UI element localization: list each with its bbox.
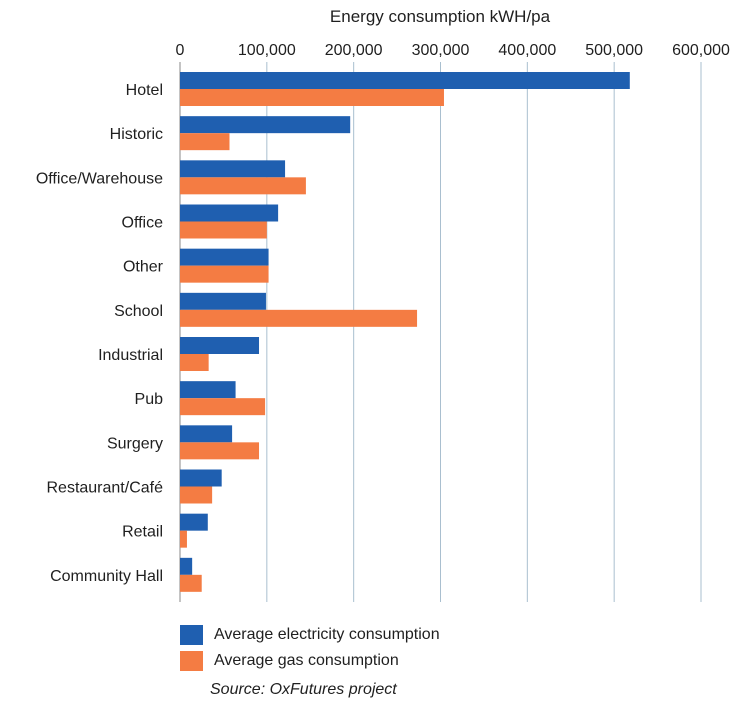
category-labels: Hotel Historic Office/Warehouse Office Other… <box>36 82 164 585</box>
bar-gas <box>180 133 230 151</box>
category-label: Restaurant/Café <box>46 480 163 497</box>
legend-label-gas: Average gas consumption <box>214 652 399 669</box>
category-label: Industrial <box>98 347 163 364</box>
legend-item-electricity: Average electricity consumption <box>180 622 440 648</box>
bar-electricity <box>180 469 222 487</box>
category-label: Hotel <box>126 82 163 99</box>
category-label: Other <box>123 259 164 276</box>
bar-gas <box>180 530 187 548</box>
bar-electricity <box>180 513 208 531</box>
bar-electricity <box>180 72 630 89</box>
bar-gas <box>180 221 267 239</box>
x-tick-label: 100,000 <box>238 42 296 59</box>
category-label: Retail <box>122 524 163 541</box>
bar-electricity <box>180 204 279 222</box>
legend-item-gas: Average gas consumption <box>180 648 440 674</box>
x-tick-label: 0 <box>176 42 185 59</box>
source-note: Source: OxFutures project <box>210 681 397 698</box>
category-label: Surgery <box>107 435 163 452</box>
legend-swatch-electricity <box>180 625 203 645</box>
bar-chart: Energy consumption kWH/pa 0 100,000 200,00… <box>36 7 730 602</box>
bar-electricity <box>180 557 193 575</box>
category-label: Office/Warehouse <box>36 170 163 187</box>
bar-electricity <box>180 160 286 178</box>
x-tick-label: 300,000 <box>412 42 470 59</box>
bar-electricity <box>180 248 269 266</box>
x-tick-labels: 0 100,000 200,000 300,000 400,000 500,000 600,… <box>176 42 730 59</box>
category-label: Community Hall <box>50 568 163 585</box>
x-axis-title: Energy consumption kWH/pa <box>330 7 551 26</box>
bar-electricity <box>180 381 236 399</box>
bar-gas <box>180 398 266 416</box>
legend-swatch-gas <box>180 651 203 671</box>
legend-label-electricity: Average electricity consumption <box>214 626 440 643</box>
bar-electricity <box>180 292 266 310</box>
x-tick-label: 400,000 <box>498 42 556 59</box>
bar-electricity <box>180 116 351 134</box>
x-tick-label: 600,000 <box>672 42 730 59</box>
legend: Average electricity consumption Average … <box>180 622 440 674</box>
bar-gas <box>180 89 444 106</box>
bar-gas <box>180 177 306 195</box>
bar-electricity <box>180 425 233 443</box>
bar-gas <box>180 442 260 460</box>
bar-gas <box>180 354 209 371</box>
category-label: Office <box>122 215 164 232</box>
bars <box>180 72 630 592</box>
bar-gas <box>180 486 213 504</box>
gridlines <box>179 62 702 602</box>
x-tick-label: 500,000 <box>585 42 643 59</box>
bar-electricity <box>180 337 260 354</box>
bar-gas <box>180 265 269 283</box>
category-label: Historic <box>110 126 163 143</box>
bar-gas <box>180 309 418 327</box>
category-label: Pub <box>135 391 164 408</box>
bar-gas <box>180 574 202 592</box>
category-label: School <box>114 303 163 320</box>
x-tick-label: 200,000 <box>325 42 383 59</box>
